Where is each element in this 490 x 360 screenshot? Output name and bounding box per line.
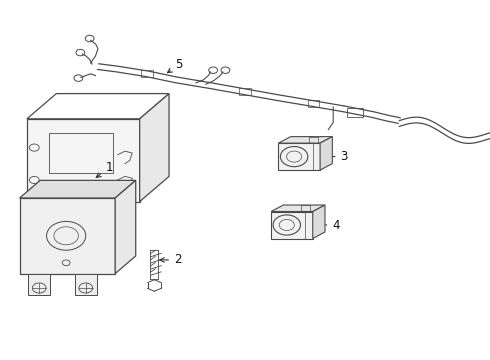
Bar <box>49 133 113 173</box>
Polygon shape <box>27 119 140 202</box>
Polygon shape <box>20 180 136 198</box>
Polygon shape <box>271 205 325 212</box>
Bar <box>75 274 97 295</box>
Bar <box>301 205 310 212</box>
Bar <box>271 212 313 239</box>
Text: 1: 1 <box>96 161 113 177</box>
Polygon shape <box>313 205 325 239</box>
Text: 5: 5 <box>168 58 183 73</box>
Bar <box>20 198 115 274</box>
Bar <box>239 88 251 95</box>
Bar <box>141 70 153 77</box>
Text: 3: 3 <box>326 150 348 163</box>
Polygon shape <box>115 180 136 274</box>
Text: 2: 2 <box>160 253 181 266</box>
Polygon shape <box>140 94 169 202</box>
Polygon shape <box>320 137 332 170</box>
Text: 4: 4 <box>319 219 340 231</box>
Bar <box>347 108 363 117</box>
Bar <box>278 143 320 170</box>
Bar <box>308 100 319 107</box>
Bar <box>28 274 50 295</box>
Bar <box>309 137 318 143</box>
Polygon shape <box>278 137 332 143</box>
